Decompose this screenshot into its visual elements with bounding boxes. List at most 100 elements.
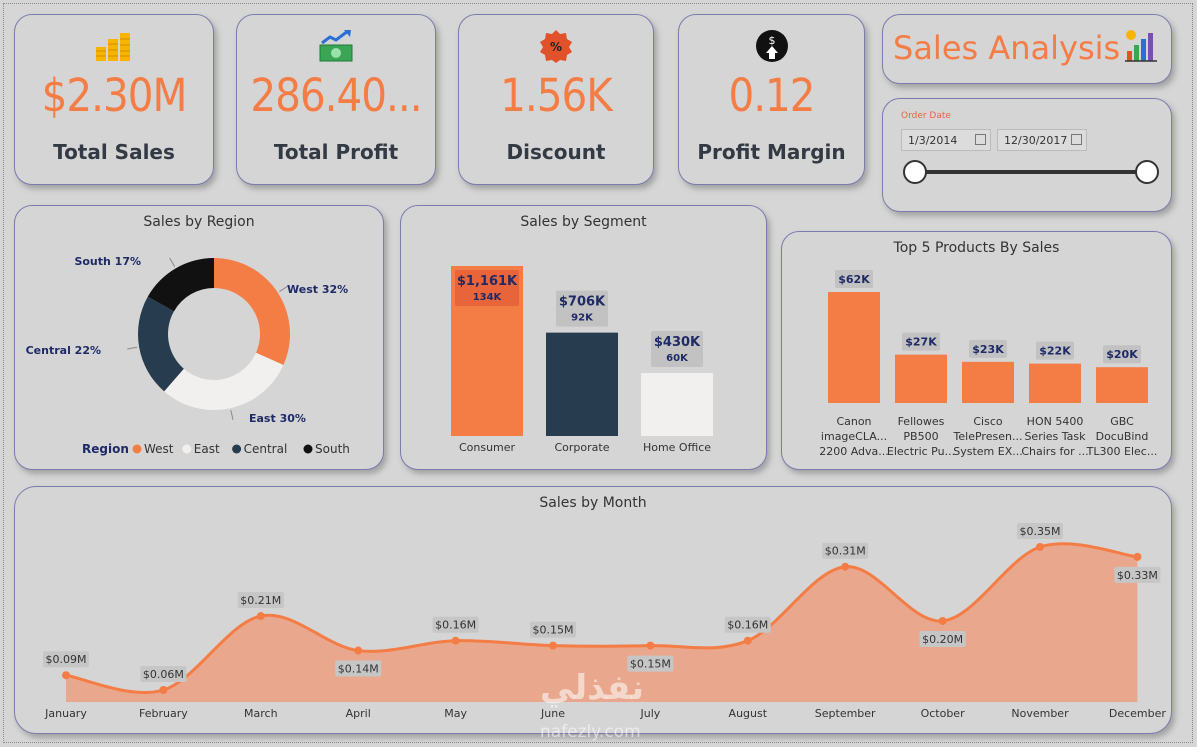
data-point[interactable] (743, 636, 752, 645)
product-bar[interactable] (895, 354, 947, 403)
month-area-chart[interactable]: $0.09M January $0.06M February $0.21M March $0… (15, 487, 1173, 735)
data-point[interactable] (938, 616, 947, 625)
point-value-label: $0.20M (922, 633, 963, 646)
data-label-background (43, 651, 89, 668)
end-date-value: 12/30/2017 (1004, 134, 1068, 147)
product-bar[interactable] (1096, 367, 1148, 403)
bar-value-label: $706K (559, 295, 606, 310)
segment-bar-chart[interactable]: $1,161K 134K Consumer $706K 92K Corporate $430… (401, 206, 768, 471)
legend-marker (182, 444, 192, 454)
data-label-background (1017, 523, 1063, 539)
legend-item-south[interactable]: South (315, 442, 350, 456)
product-name-label: Series Task (1024, 430, 1086, 443)
kpi-discount[interactable]: % 1.56K Discount (458, 14, 654, 185)
legend-marker (132, 444, 142, 454)
product-name-label: Canon (836, 415, 871, 428)
month-label: April (346, 707, 371, 720)
bar-value-label: $1,161K (457, 274, 518, 289)
donut-slice-central[interactable] (138, 296, 184, 392)
month-label: March (244, 707, 278, 720)
data-point[interactable] (159, 686, 168, 694)
end-date-input[interactable]: 12/30/2017 (997, 129, 1087, 151)
kpi-value: 0.12 (728, 69, 815, 122)
page-title: Sales Analysis (893, 29, 1121, 67)
coins-icon (96, 33, 130, 61)
slicer-label: Order Date (901, 111, 951, 121)
donut-slice-east[interactable] (164, 352, 284, 410)
data-label-background (969, 339, 1007, 358)
bar-value-label: $62K (838, 273, 870, 286)
product-name-label: HON 5400 (1027, 415, 1084, 428)
data-label-background (835, 270, 873, 288)
products-bar-chart[interactable]: $62K Canon imageCLA... 2200 Adva... $27K Fell… (782, 232, 1173, 471)
data-point[interactable] (354, 646, 363, 655)
data-label-background (822, 542, 869, 559)
legend-item-central[interactable]: Central (244, 442, 288, 456)
chart-title: Sales by Region (143, 214, 255, 230)
month-label: July (640, 707, 661, 720)
product-bar[interactable] (828, 292, 880, 403)
kpi-total-sales[interactable]: $2.30M Total Sales (14, 14, 214, 185)
sales-line[interactable] (65, 542, 1138, 695)
start-date-value: 1/3/2014 (908, 134, 958, 147)
product-name-label: Chairs for ... (1021, 445, 1088, 458)
calendar-icon[interactable] (1071, 134, 1082, 145)
legend-title: Region (82, 442, 129, 456)
product-name-label: Cisco (973, 415, 1003, 428)
month-label: August (729, 707, 768, 720)
slice-label: West 32% (287, 283, 348, 296)
data-point[interactable] (1133, 552, 1142, 561)
legend-item-east[interactable]: East (194, 442, 220, 456)
data-point[interactable] (451, 636, 460, 645)
segment-bar-home-office[interactable] (641, 373, 713, 436)
kpi-value: $2.30M (41, 69, 188, 122)
region-donut-chart[interactable]: West 32% East 30% Central 22% South 17% Regi… (15, 206, 385, 471)
kpi-profit-margin[interactable]: $ 0.12 Profit Margin (678, 14, 865, 185)
slider-end-handle[interactable] (1135, 160, 1159, 184)
month-label: December (1109, 707, 1167, 720)
kpi-total-profit[interactable]: 286.40... Total Profit (236, 14, 436, 185)
data-point[interactable] (62, 671, 70, 680)
data-point[interactable] (646, 641, 655, 650)
point-value-label: $0.35M (1020, 525, 1061, 538)
point-value-label: $0.14M (338, 663, 379, 676)
slice-leader-line (127, 346, 138, 350)
slider-start-handle[interactable] (903, 160, 927, 184)
data-point[interactable] (549, 641, 557, 650)
data-point[interactable] (1036, 543, 1044, 551)
data-label-background (1036, 341, 1074, 360)
data-label-background (919, 630, 966, 647)
data-label-background (237, 592, 284, 609)
slice-label: East 30% (249, 412, 306, 425)
legend-item-west[interactable]: West (144, 442, 174, 456)
calendar-icon[interactable] (975, 134, 986, 145)
product-bar[interactable] (962, 361, 1014, 403)
data-point[interactable] (256, 612, 265, 621)
point-value-label: $0.06M (143, 668, 184, 681)
start-date-input[interactable]: 1/3/2014 (901, 129, 991, 151)
donut-slice-west[interactable] (214, 258, 291, 365)
dashboard-frame (3, 3, 1193, 743)
slider-track[interactable] (915, 170, 1145, 174)
watermark-url: nafezly.com (540, 722, 641, 742)
slice-leader-line (169, 257, 176, 267)
order-date-slicer[interactable]: Order Date 1/3/2014 12/30/2017 (882, 98, 1172, 212)
header-card: Sales Analysis (882, 14, 1172, 84)
bar-value-label: $430K (654, 335, 701, 350)
point-value-label: $0.09M (46, 653, 87, 666)
product-name-label: imageCLA... (821, 430, 887, 443)
kpi-label: Total Profit (273, 140, 399, 164)
slice-leader-line (279, 285, 289, 292)
category-label: Consumer (459, 441, 516, 454)
donut-slice-south[interactable] (147, 258, 214, 312)
chart-title: Top 5 Products By Sales (893, 240, 1060, 256)
product-name-label: PB500 (903, 430, 938, 443)
sales-by-region-card: Sales by Region West 32% East 30% Central … (14, 205, 384, 470)
point-value-label: $0.21M (240, 594, 281, 607)
point-value-label: $0.33M (1117, 569, 1158, 582)
product-bar[interactable] (1029, 363, 1081, 403)
bar-value-label: $23K (972, 343, 1004, 356)
segment-bar-corporate[interactable] (546, 332, 618, 436)
area-fill (66, 543, 1138, 702)
data-point[interactable] (841, 562, 850, 571)
